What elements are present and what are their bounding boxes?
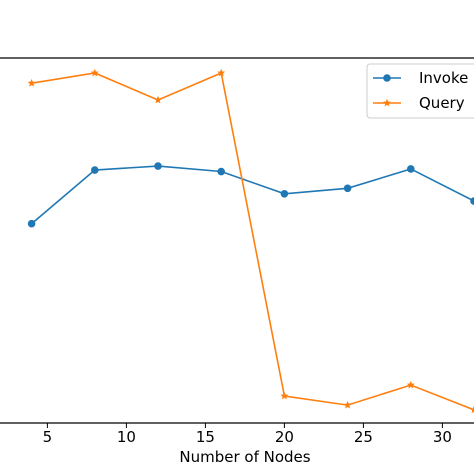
data-point — [470, 405, 474, 414]
x-tick-label: 25 — [354, 428, 373, 446]
data-point — [470, 197, 474, 205]
data-point — [343, 184, 352, 193]
series-line — [31, 165, 474, 225]
series-layer — [27, 68, 474, 414]
data-point — [27, 78, 36, 87]
plot-frame — [0, 57, 474, 424]
data-point — [154, 95, 162, 104]
data-point — [280, 391, 289, 400]
legend-item-invoke: Invoke — [373, 69, 468, 87]
data-point — [91, 166, 99, 174]
x-tick-label: 15 — [196, 428, 215, 446]
legend-marker — [383, 74, 391, 82]
legend-item-query: Query — [373, 94, 465, 112]
x-tick-label: 30 — [433, 428, 452, 446]
legend-label: Query — [419, 94, 465, 112]
data-point — [406, 380, 415, 389]
legend-marker — [383, 98, 391, 107]
series-line — [31, 71, 474, 411]
data-point — [90, 68, 99, 77]
data-point — [407, 165, 415, 173]
data-point — [280, 189, 289, 198]
x-tick-label: 10 — [117, 428, 136, 446]
x-tick-label: 5 — [43, 428, 53, 446]
data-point — [217, 167, 225, 176]
data-point — [27, 219, 36, 228]
data-point — [343, 400, 352, 409]
data-point — [217, 68, 226, 77]
series-query — [27, 68, 474, 414]
data-point — [154, 162, 162, 170]
series-invoke — [27, 162, 474, 228]
x-tick-label: 20 — [275, 428, 294, 446]
x-axis-title: Number of Nodes — [179, 448, 310, 466]
legend-label: Invoke — [419, 69, 468, 87]
legend: Invoke Query — [366, 63, 474, 119]
x-axis: 5 10 15 20 25 30 — [43, 423, 452, 446]
